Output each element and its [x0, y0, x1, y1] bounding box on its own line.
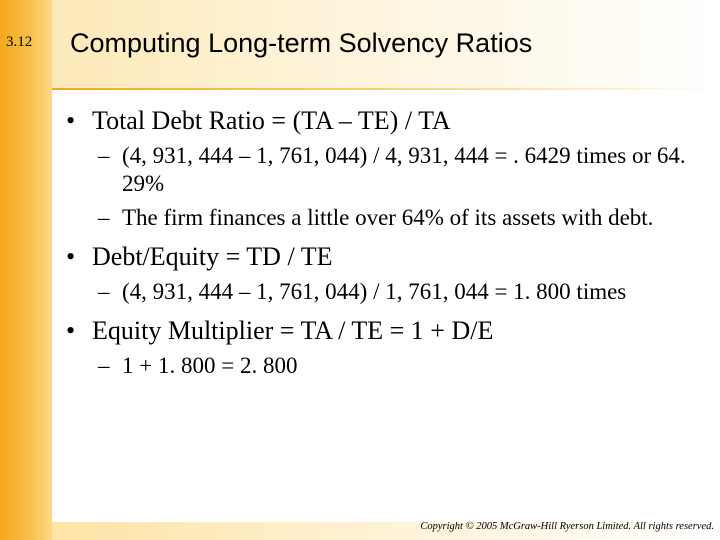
bullet-text: Equity Multiplier = TA / TE = 1 + D/E: [92, 316, 494, 345]
bullet-total-debt-ratio: Total Debt Ratio = (TA – TE) / TA: [66, 106, 706, 136]
sub-item-text: The firm finances a little over 64% of i…: [122, 205, 654, 230]
title-background: [52, 0, 720, 88]
left-accent-bar: [0, 0, 52, 540]
sub-item-text: 1 + 1. 800 = 2. 800: [122, 353, 298, 378]
dash-marker: –: [98, 143, 110, 168]
bullet-debt-equity: Debt/Equity = TD / TE: [66, 242, 706, 272]
sub-item: – The firm finances a little over 64% of…: [66, 204, 706, 232]
sub-item: – (4, 931, 444 – 1, 761, 044) / 1, 761, …: [66, 278, 706, 306]
slide-title: Computing Long-term Solvency Ratios: [70, 28, 533, 58]
title-divider: [52, 88, 720, 90]
sub-item-text: (4, 931, 444 – 1, 761, 044) / 4, 931, 44…: [122, 143, 686, 196]
sub-list-total-debt-ratio: – (4, 931, 444 – 1, 761, 044) / 4, 931, …: [66, 142, 706, 232]
bullet-text: Total Debt Ratio = (TA – TE) / TA: [92, 106, 451, 135]
footer-background: [52, 522, 720, 540]
sub-item: – (4, 931, 444 – 1, 761, 044) / 4, 931, …: [66, 142, 706, 198]
dash-marker: –: [98, 279, 110, 304]
bullet-text: Debt/Equity = TD / TE: [92, 242, 333, 271]
dash-marker: –: [98, 353, 110, 378]
dash-marker: –: [98, 205, 110, 230]
sub-item: – 1 + 1. 800 = 2. 800: [66, 352, 706, 380]
sub-list-debt-equity: – (4, 931, 444 – 1, 761, 044) / 1, 761, …: [66, 278, 706, 306]
sub-list-equity-multiplier: – 1 + 1. 800 = 2. 800: [66, 352, 706, 380]
slide-body: Total Debt Ratio = (TA – TE) / TA – (4, …: [66, 96, 706, 386]
sub-item-text: (4, 931, 444 – 1, 761, 044) / 1, 761, 04…: [122, 279, 627, 304]
bullet-equity-multiplier: Equity Multiplier = TA / TE = 1 + D/E: [66, 316, 706, 346]
copyright-notice: Copyright © 2005 McGraw-Hill Ryerson Lim…: [420, 521, 714, 532]
slide-number: 3.12: [6, 34, 33, 50]
